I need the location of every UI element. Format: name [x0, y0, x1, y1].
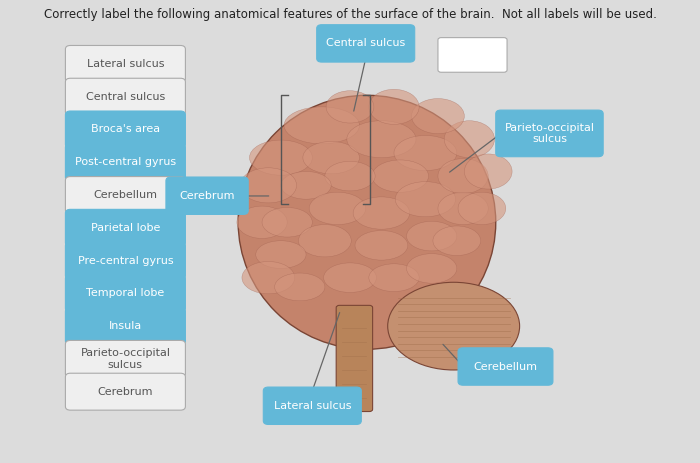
- Ellipse shape: [372, 160, 428, 192]
- Ellipse shape: [284, 107, 359, 144]
- Text: Post-central gyrus: Post-central gyrus: [75, 157, 176, 167]
- Ellipse shape: [438, 192, 488, 225]
- Ellipse shape: [249, 140, 312, 175]
- FancyBboxPatch shape: [65, 111, 186, 148]
- Ellipse shape: [326, 91, 374, 123]
- Text: Pre-central gyrus: Pre-central gyrus: [78, 256, 173, 266]
- Ellipse shape: [407, 254, 457, 283]
- FancyBboxPatch shape: [65, 373, 186, 410]
- Text: Temporal lobe: Temporal lobe: [86, 288, 164, 298]
- FancyBboxPatch shape: [65, 308, 186, 344]
- Text: Parieto-occipital
sulcus: Parieto-occipital sulcus: [505, 123, 594, 144]
- Ellipse shape: [369, 264, 419, 292]
- FancyBboxPatch shape: [438, 38, 507, 72]
- Ellipse shape: [407, 221, 457, 251]
- Text: Cerebrum: Cerebrum: [179, 191, 235, 201]
- Ellipse shape: [298, 225, 351, 257]
- FancyBboxPatch shape: [65, 340, 186, 377]
- Ellipse shape: [395, 181, 456, 217]
- FancyBboxPatch shape: [496, 110, 603, 156]
- FancyBboxPatch shape: [65, 209, 186, 246]
- Ellipse shape: [262, 207, 312, 237]
- Ellipse shape: [444, 121, 494, 157]
- Ellipse shape: [309, 192, 365, 225]
- Ellipse shape: [281, 171, 331, 199]
- Ellipse shape: [237, 206, 287, 238]
- Ellipse shape: [347, 121, 416, 157]
- FancyBboxPatch shape: [263, 387, 361, 425]
- Ellipse shape: [433, 226, 481, 256]
- Ellipse shape: [394, 136, 457, 170]
- FancyBboxPatch shape: [166, 177, 248, 214]
- FancyBboxPatch shape: [65, 275, 186, 312]
- Ellipse shape: [369, 89, 419, 125]
- FancyBboxPatch shape: [65, 144, 186, 181]
- Ellipse shape: [464, 154, 512, 189]
- Text: Parieto-occipital
sulcus: Parieto-occipital sulcus: [80, 348, 170, 369]
- FancyBboxPatch shape: [65, 176, 186, 213]
- FancyBboxPatch shape: [65, 78, 186, 115]
- Ellipse shape: [355, 231, 408, 260]
- Ellipse shape: [240, 168, 297, 203]
- Text: Cerebrum: Cerebrum: [98, 387, 153, 397]
- Ellipse shape: [303, 142, 359, 174]
- Text: Parietal lobe: Parietal lobe: [91, 223, 160, 233]
- Ellipse shape: [412, 99, 464, 134]
- Text: Lateral sulcus: Lateral sulcus: [274, 401, 351, 411]
- FancyBboxPatch shape: [336, 306, 372, 412]
- Text: Insula: Insula: [108, 321, 142, 331]
- Text: Cerebellum: Cerebellum: [473, 362, 538, 371]
- FancyBboxPatch shape: [316, 25, 414, 62]
- Text: Lateral sulcus: Lateral sulcus: [87, 59, 164, 69]
- Ellipse shape: [256, 241, 306, 269]
- FancyBboxPatch shape: [458, 348, 553, 385]
- Text: Central sulcus: Central sulcus: [86, 92, 165, 102]
- Ellipse shape: [353, 197, 410, 229]
- FancyBboxPatch shape: [65, 242, 186, 279]
- Text: Correctly label the following anatomical features of the surface of the brain.  : Correctly label the following anatomical…: [43, 7, 657, 21]
- Text: Central sulcus: Central sulcus: [326, 38, 405, 49]
- Ellipse shape: [458, 192, 506, 225]
- Ellipse shape: [242, 262, 295, 294]
- FancyBboxPatch shape: [65, 45, 186, 82]
- Ellipse shape: [238, 95, 496, 349]
- Ellipse shape: [323, 263, 377, 293]
- Text: Cerebellum: Cerebellum: [93, 190, 158, 200]
- Ellipse shape: [388, 282, 519, 370]
- Ellipse shape: [274, 273, 325, 301]
- Ellipse shape: [325, 161, 375, 191]
- Text: Broca's area: Broca's area: [91, 125, 160, 134]
- Ellipse shape: [438, 158, 488, 194]
